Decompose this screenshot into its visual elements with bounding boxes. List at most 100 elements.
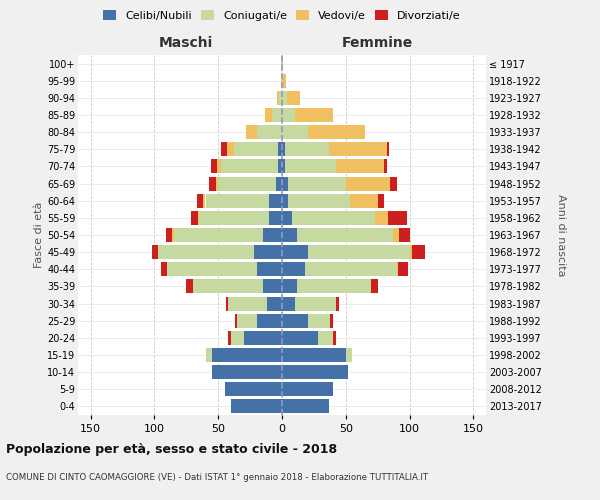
Bar [305, 262, 397, 276]
Bar [282, 262, 305, 276]
Bar [257, 262, 282, 276]
Bar [282, 56, 283, 70]
Bar [275, 176, 282, 190]
Bar [280, 91, 282, 105]
Bar [282, 245, 308, 259]
Bar [191, 211, 198, 225]
Bar [265, 108, 272, 122]
Bar [212, 348, 282, 362]
Bar [282, 91, 287, 105]
Bar [272, 108, 282, 122]
Bar [295, 108, 333, 122]
Bar [231, 331, 244, 345]
Bar [282, 296, 295, 310]
Bar [318, 331, 333, 345]
Bar [217, 160, 221, 173]
Bar [224, 382, 282, 396]
Bar [263, 228, 282, 242]
Bar [282, 228, 298, 242]
Bar [295, 296, 335, 310]
Bar [277, 91, 280, 105]
Bar [282, 211, 292, 225]
Bar [263, 280, 282, 293]
Bar [282, 108, 295, 122]
Bar [410, 245, 412, 259]
Bar [257, 125, 282, 139]
Bar [247, 125, 257, 139]
Bar [282, 365, 349, 379]
Bar [212, 365, 282, 379]
Bar [216, 176, 218, 190]
Bar [199, 211, 269, 225]
Bar [227, 142, 233, 156]
Bar [298, 228, 393, 242]
Bar [282, 125, 308, 139]
Bar [282, 314, 308, 328]
Y-axis label: Fasce di età: Fasce di età [34, 202, 44, 268]
Bar [287, 91, 300, 105]
Bar [289, 194, 350, 207]
Bar [197, 194, 203, 207]
Bar [254, 245, 282, 259]
Bar [198, 211, 199, 225]
Bar [400, 228, 410, 242]
Bar [308, 245, 410, 259]
Bar [282, 176, 289, 190]
Bar [346, 348, 352, 362]
Bar [152, 245, 158, 259]
Bar [308, 125, 365, 139]
Bar [226, 296, 229, 310]
Bar [231, 400, 282, 413]
Bar [282, 382, 333, 396]
Bar [206, 194, 269, 207]
Bar [282, 74, 283, 88]
Bar [375, 211, 388, 225]
Bar [167, 262, 257, 276]
Bar [331, 314, 333, 328]
Bar [187, 280, 193, 293]
Bar [203, 194, 206, 207]
Bar [329, 142, 386, 156]
Bar [267, 296, 282, 310]
Bar [161, 262, 167, 276]
Bar [284, 160, 335, 173]
Bar [333, 331, 335, 345]
Text: COMUNE DI CINTO CAOMAGGIORE (VE) - Dati ISTAT 1° gennaio 2018 - Elaborazione TUT: COMUNE DI CINTO CAOMAGGIORE (VE) - Dati … [6, 472, 428, 482]
Bar [284, 142, 329, 156]
Bar [412, 245, 425, 259]
Bar [193, 280, 263, 293]
Bar [282, 331, 318, 345]
Bar [278, 160, 282, 173]
Legend: Celibi/Nubili, Coniugati/e, Vedovi/e, Divorziati/e: Celibi/Nubili, Coniugati/e, Vedovi/e, Di… [101, 8, 463, 24]
Bar [229, 331, 231, 345]
Bar [298, 280, 371, 293]
Bar [229, 296, 267, 310]
Bar [377, 194, 384, 207]
Bar [292, 211, 375, 225]
Bar [388, 211, 407, 225]
Bar [158, 245, 254, 259]
Bar [282, 348, 346, 362]
Bar [233, 142, 278, 156]
Bar [350, 194, 377, 207]
Bar [218, 176, 275, 190]
Bar [393, 228, 400, 242]
Bar [281, 56, 282, 70]
Y-axis label: Anni di nascita: Anni di nascita [556, 194, 566, 276]
Bar [371, 280, 377, 293]
Bar [235, 314, 238, 328]
Bar [391, 176, 397, 190]
Bar [282, 400, 329, 413]
Bar [238, 314, 257, 328]
Text: Popolazione per età, sesso e stato civile - 2018: Popolazione per età, sesso e stato civil… [6, 442, 337, 456]
Bar [173, 228, 263, 242]
Text: Maschi: Maschi [159, 36, 214, 50]
Bar [289, 176, 346, 190]
Bar [269, 194, 282, 207]
Bar [335, 296, 340, 310]
Bar [211, 160, 217, 173]
Bar [269, 211, 282, 225]
Bar [282, 142, 284, 156]
Bar [278, 142, 282, 156]
Text: Femmine: Femmine [342, 36, 413, 50]
